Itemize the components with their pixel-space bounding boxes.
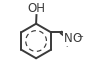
Text: OH: OH — [27, 2, 45, 15]
Text: −: − — [76, 32, 83, 41]
Text: N: N — [64, 32, 73, 45]
Text: O: O — [72, 32, 82, 45]
